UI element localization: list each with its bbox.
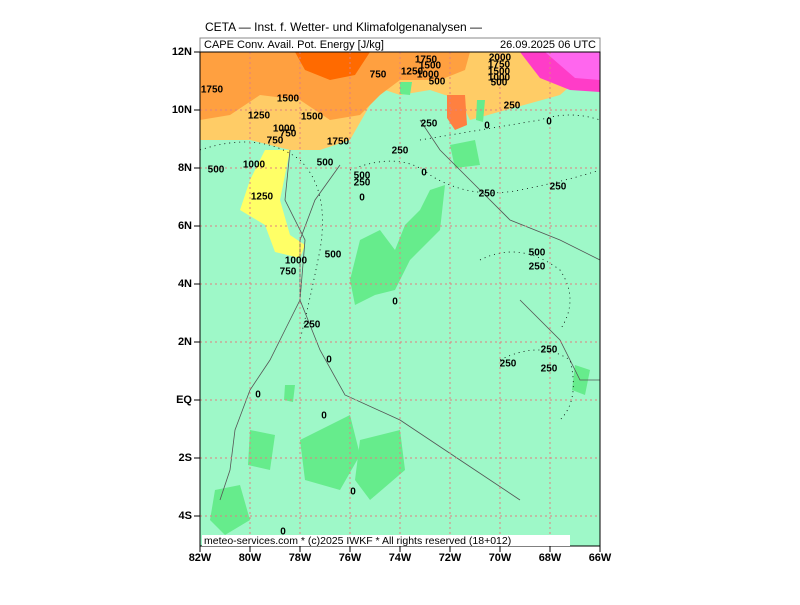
lon-label: 68W bbox=[539, 552, 562, 564]
lon-label: 70W bbox=[489, 552, 512, 564]
contour-label: 1250 bbox=[251, 192, 274, 203]
lat-label: 8N bbox=[178, 162, 192, 174]
contour-label: 250 bbox=[500, 359, 517, 370]
contour-label: 500 bbox=[208, 165, 225, 176]
contour-label: 0 bbox=[280, 527, 286, 538]
contour-label: 1000 bbox=[273, 124, 296, 135]
contours bbox=[199, 114, 601, 421]
contour-label: 250 bbox=[392, 146, 409, 157]
contour-label: 1250 bbox=[401, 67, 424, 78]
contour-label: 500 bbox=[529, 248, 546, 259]
contour-label: 0 bbox=[359, 193, 365, 204]
title: CETA — Inst. f. Wetter- und Klimafolgena… bbox=[205, 20, 482, 34]
contour-label: 500 bbox=[491, 78, 508, 89]
cape-cell bbox=[447, 95, 467, 130]
contour-label: 500 bbox=[325, 250, 342, 261]
contour-label: 250 bbox=[529, 262, 546, 273]
valid-time: 26.09.2025 06 UTC bbox=[500, 39, 596, 51]
map-area bbox=[199, 51, 601, 547]
contour-label: 2000 bbox=[489, 53, 512, 64]
contour-label: 1500 bbox=[301, 112, 324, 123]
footer: meteo-services.com * (c)2025 IWKF * All … bbox=[204, 535, 511, 547]
cape-2500 bbox=[545, 52, 600, 80]
lon-label: 74W bbox=[389, 552, 412, 564]
contour-label: 0 bbox=[392, 297, 398, 308]
lon-label: 80W bbox=[239, 552, 262, 564]
contour-label: 250 bbox=[550, 182, 567, 193]
contour-label: 250 bbox=[354, 178, 371, 189]
lat-label: 2N bbox=[178, 336, 192, 348]
coastlines bbox=[219, 119, 601, 501]
contour-label: 1000 bbox=[285, 256, 308, 267]
lat-label: 10N bbox=[172, 104, 192, 116]
contour-label: 1750 bbox=[327, 137, 350, 148]
contour-label: 500 bbox=[317, 158, 334, 169]
contour-label: 1500 bbox=[419, 61, 442, 72]
lon-label: 66W bbox=[589, 552, 612, 564]
contour-label: 0 bbox=[326, 355, 332, 366]
contour-label: 0 bbox=[421, 168, 427, 179]
contour-label: 1000 bbox=[417, 70, 440, 81]
contour-label: 1500 bbox=[277, 94, 300, 105]
contour-label: 750 bbox=[267, 136, 284, 147]
lat-label: 2S bbox=[179, 452, 192, 464]
contour-label: 0 bbox=[321, 411, 327, 422]
contour-label: 750 bbox=[280, 129, 297, 140]
contour-label: 1750 bbox=[201, 85, 224, 96]
contour-label: 1750 bbox=[488, 60, 511, 71]
contour-label: 250 bbox=[541, 345, 558, 356]
lat-label: 4N bbox=[178, 278, 192, 290]
lat-label: 6N bbox=[178, 220, 192, 232]
lon-label: 82W bbox=[189, 552, 212, 564]
lon-label: 76W bbox=[339, 552, 362, 564]
contour-label: 500 bbox=[429, 77, 446, 88]
cape-1250 bbox=[240, 150, 305, 258]
contour-label: 1000 bbox=[488, 73, 511, 84]
footer-box bbox=[202, 535, 570, 546]
lon-label: 72W bbox=[439, 552, 462, 564]
contour-label: 1000 bbox=[243, 160, 266, 171]
contour-label: 1750 bbox=[415, 55, 438, 66]
contour-label: 250 bbox=[479, 189, 496, 200]
contour-label: 1250 bbox=[248, 111, 271, 122]
graticule bbox=[200, 52, 600, 546]
lon-label: 78W bbox=[289, 552, 312, 564]
contour-label: 500 bbox=[354, 171, 371, 182]
field-name: CAPE Conv. Avail. Pot. Energy [J/kg] bbox=[204, 39, 384, 51]
contour-label: 0 bbox=[350, 487, 356, 498]
contour-label: 250 bbox=[421, 119, 438, 130]
contour-label: 250 bbox=[541, 364, 558, 375]
lat-label: 12N bbox=[172, 46, 192, 58]
contour-label: 0 bbox=[546, 117, 552, 128]
contour-label: 250 bbox=[504, 101, 521, 112]
lat-label: EQ bbox=[176, 394, 192, 406]
contour-label: 750 bbox=[370, 70, 387, 81]
lat-label: 4S bbox=[179, 510, 192, 522]
contour-label: 0 bbox=[484, 121, 490, 132]
cape-1500 bbox=[200, 52, 470, 120]
contour-label: 0 bbox=[255, 390, 261, 401]
contour-label: 750 bbox=[280, 267, 297, 278]
contour-label: 250 bbox=[304, 320, 321, 331]
cape-1750 bbox=[295, 52, 370, 80]
contour-label: 1500 bbox=[488, 67, 511, 78]
